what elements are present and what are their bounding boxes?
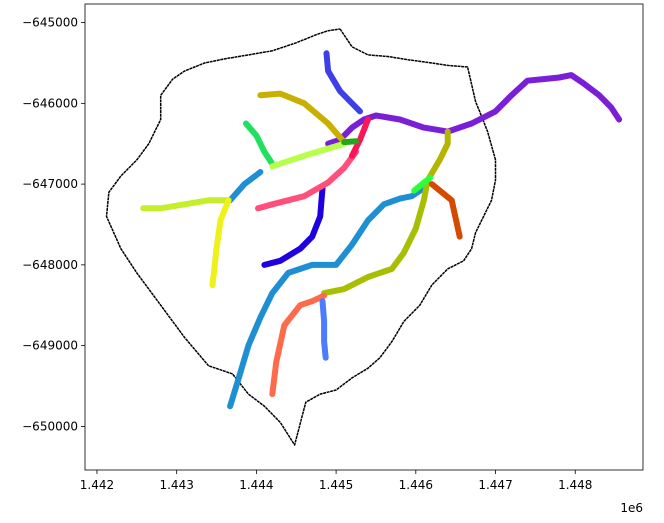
x-tick-label: 1.445 bbox=[319, 478, 353, 492]
x-tick-label: 1.443 bbox=[159, 478, 193, 492]
watershed-boundary-layer bbox=[105, 28, 497, 446]
stream-line-15 bbox=[140, 197, 232, 212]
stream-line-5 bbox=[227, 169, 264, 204]
stream-line-7 bbox=[269, 292, 328, 398]
y-tick-label: −646000 bbox=[22, 96, 78, 110]
y-tick-label: −645000 bbox=[22, 16, 78, 30]
x-tick-label: 1.444 bbox=[239, 478, 273, 492]
plot-background bbox=[85, 4, 643, 470]
stream-line-6 bbox=[321, 177, 431, 297]
x-axis-ticks: 1.442 1.443 1.444 1.445 1.446 1.447 1.448 bbox=[80, 470, 592, 492]
y-tick-label: −647000 bbox=[22, 177, 78, 191]
y-axis-ticks: −645000 −646000 −647000 −648000 −649000 −6500… bbox=[22, 16, 85, 433]
stream-line-10 bbox=[255, 148, 359, 212]
x-tick-label: 1.447 bbox=[478, 478, 512, 492]
x-tick-label: 1.446 bbox=[399, 478, 433, 492]
stream-line-2 bbox=[323, 50, 363, 115]
y-tick-label: −650000 bbox=[22, 419, 78, 433]
stream-line-17 bbox=[424, 128, 451, 184]
watershed-boundary-line bbox=[105, 28, 497, 446]
stream-line-11 bbox=[349, 116, 371, 159]
stream-line-9 bbox=[261, 185, 326, 268]
stream-line-14 bbox=[341, 138, 359, 146]
stream-line-13 bbox=[269, 140, 348, 170]
stream-line-16 bbox=[209, 197, 232, 289]
plot-frame bbox=[84, 3, 644, 471]
stream-line-12 bbox=[243, 120, 276, 167]
y-tick-label: −649000 bbox=[22, 339, 78, 353]
stream-series-layer bbox=[140, 50, 623, 410]
stream-line-8 bbox=[319, 298, 329, 361]
stream-line-1 bbox=[325, 72, 623, 147]
stream-line-4 bbox=[227, 185, 427, 410]
stream-line-3 bbox=[257, 90, 348, 146]
x-offset-label: 1e6 bbox=[620, 501, 643, 515]
stream-line-19 bbox=[428, 181, 463, 240]
x-tick-label: 1.448 bbox=[558, 478, 592, 492]
x-tick-label: 1.442 bbox=[80, 478, 114, 492]
y-tick-label: −648000 bbox=[22, 258, 78, 272]
stream-line-18 bbox=[411, 174, 434, 194]
